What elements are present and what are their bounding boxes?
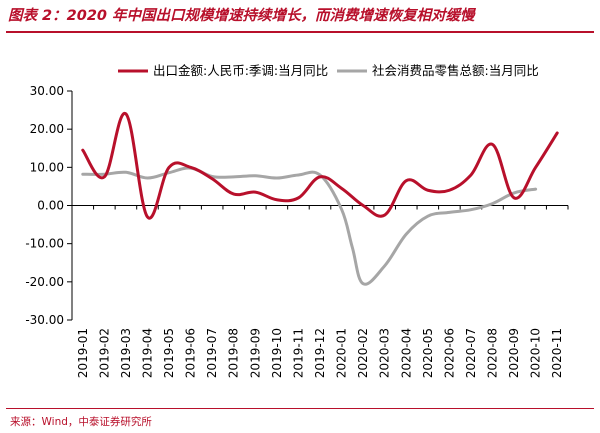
x-tick-label: 2020-08 [486,328,500,378]
footer-divider [6,408,594,409]
y-tick-label: -10.00 [25,237,64,251]
chart-svg: 出口金额:人民币:季调:当月同比 社会消费品零售总额:当月同比 30.00 20.… [25,63,569,378]
y-tick-label: 30.00 [30,84,64,98]
x-tick-label: 2019-10 [270,328,284,378]
x-tick-label: 2019-09 [248,328,262,378]
y-tick-label: -20.00 [25,275,64,289]
x-tick-label: 2019-12 [313,328,327,378]
x-tick-label: 2019-03 [119,328,133,378]
y-tick-label: 10.00 [30,160,64,174]
series-lines [81,112,559,286]
title-divider [6,31,594,33]
x-tick-label: 2019-05 [162,328,176,378]
legend: 出口金额:人民币:季调:当月同比 社会消费品零售总额:当月同比 [118,63,539,78]
x-tick-label: 2019-11 [291,328,305,378]
x-tick-label: 2019-06 [184,328,198,378]
x-tick-label: 2020-09 [507,328,521,378]
x-tick-label: 2020-04 [399,328,413,378]
x-tick-label: 2020-07 [464,328,478,378]
x-tick-label: 2020-10 [529,328,543,378]
x-tick-label: 2019-04 [140,328,154,378]
series-line-retail [81,166,538,286]
x-tick-label: 2020-11 [550,328,564,378]
chart-title: 图表 2：2020 年中国出口规模增速持续增长，而消费增速恢复相对缓慢 [8,8,475,24]
y-tick-label: 0.00 [37,199,64,213]
x-tick-label: 2020-02 [356,328,370,378]
x-tick-label: 2019-01 [76,328,90,378]
x-axis-ticks: 2019-01 2019-02 2019-03 2019-04 2019-05 2019-… [71,205,569,378]
x-tick-label: 2020-01 [335,328,349,378]
x-tick-label: 2020-03 [378,328,392,378]
x-tick-label: 2019-07 [205,328,219,378]
legend-label-export: 出口金额:人民币:季调:当月同比 [153,63,328,78]
source-note: 来源：Wind，中泰证券研究所 [10,416,152,428]
axes [71,91,568,320]
legend-label-retail: 社会消费品零售总额:当月同比 [372,63,539,78]
x-tick-label: 2020-05 [421,328,435,378]
x-tick-label: 2019-08 [227,328,241,378]
x-tick-label: 2019-02 [97,328,111,378]
x-tick-label: 2020-06 [442,328,456,378]
y-tick-label: 20.00 [30,122,64,136]
y-tick-label: -30.00 [25,313,64,327]
y-axis-ticks: 30.00 20.00 10.00 0.00 -10.00 -20.00 -30.00 [25,84,72,327]
series-line-export [81,112,559,220]
